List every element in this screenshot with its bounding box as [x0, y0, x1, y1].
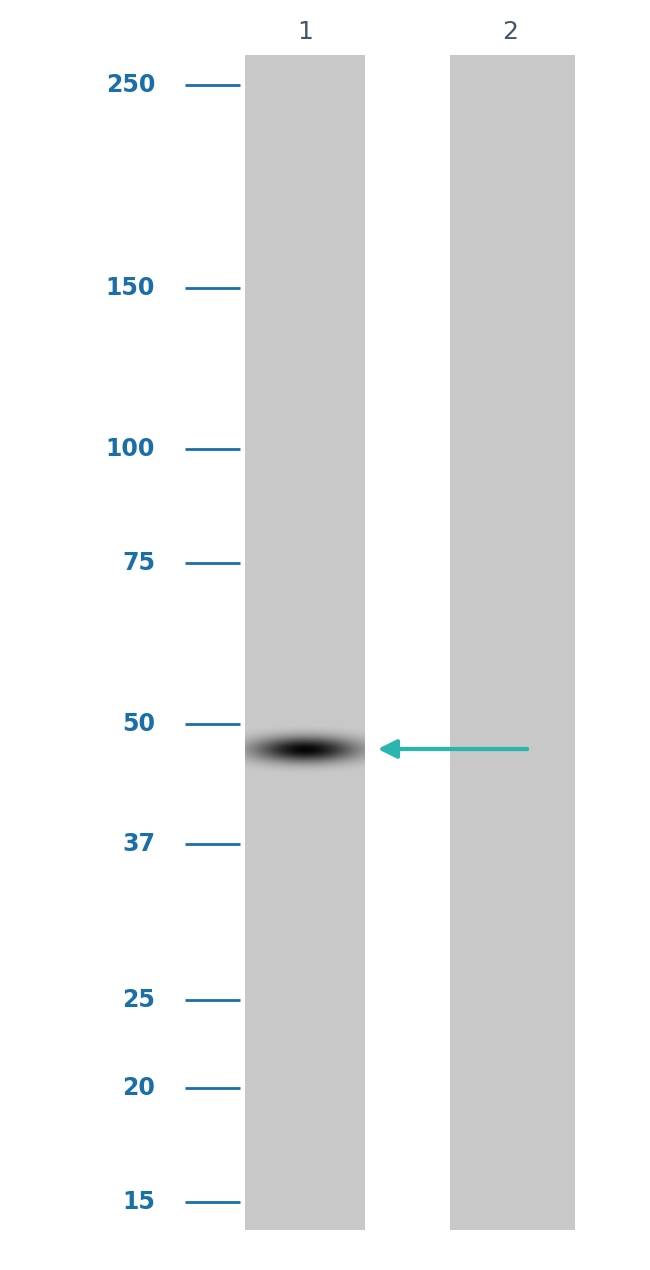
Text: 1: 1: [297, 20, 313, 44]
Text: 150: 150: [105, 276, 155, 300]
Text: 2: 2: [502, 20, 518, 44]
Text: 100: 100: [105, 437, 155, 461]
Text: 250: 250: [105, 72, 155, 97]
Text: 25: 25: [122, 988, 155, 1012]
Text: 37: 37: [122, 832, 155, 856]
Text: 20: 20: [122, 1076, 155, 1100]
Text: 15: 15: [122, 1190, 155, 1214]
Text: 75: 75: [122, 551, 155, 575]
Text: 50: 50: [122, 712, 155, 737]
